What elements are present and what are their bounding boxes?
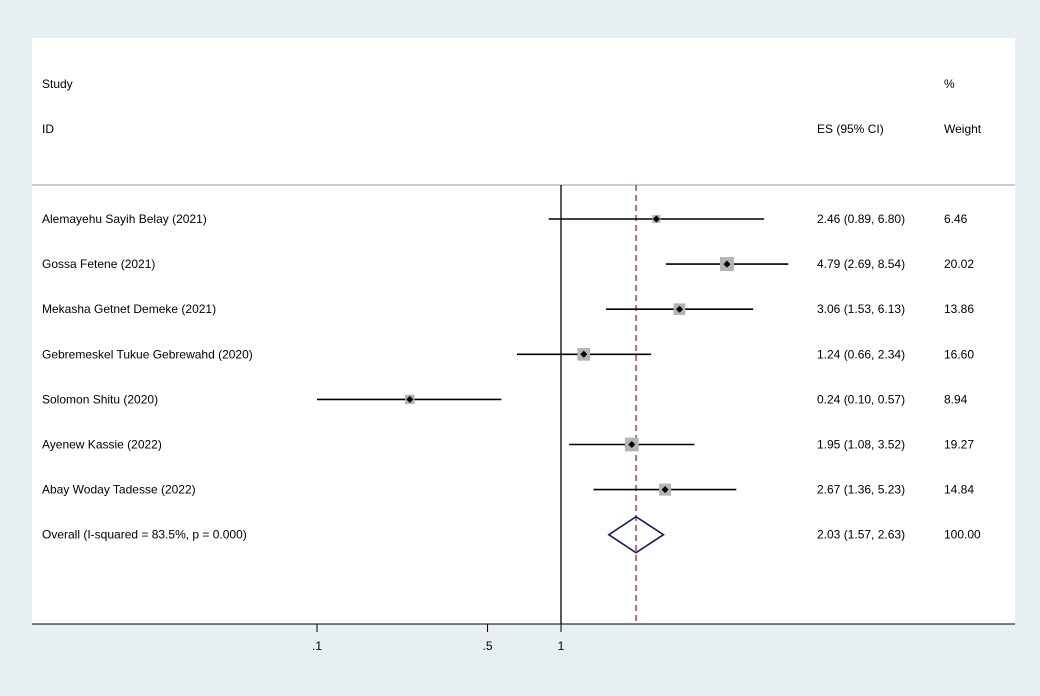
- weight-value: 19.27: [944, 438, 974, 452]
- weight-value: 14.84: [944, 483, 974, 497]
- es-value: 1.95 (1.08, 3.52): [817, 438, 905, 452]
- es-value: 1.24 (0.66, 2.34): [817, 347, 905, 361]
- study-label: Mekasha Getnet Demeke (2021): [42, 302, 216, 316]
- point-estimate: [676, 305, 684, 313]
- study-label: Ayenew Kassie (2022): [42, 438, 162, 452]
- study-label: Solomon Shitu (2020): [42, 392, 158, 406]
- es-value: 0.24 (0.10, 0.57): [817, 392, 905, 406]
- x-tick-label: 1: [558, 639, 565, 653]
- weight-value: 6.46: [944, 212, 968, 226]
- study-label: Abay Woday Tadesse (2022): [42, 483, 196, 497]
- overall-label: Overall (I-squared = 83.5%, p = 0.000): [42, 528, 247, 542]
- point-estimate: [580, 350, 588, 358]
- id-header: ID: [42, 122, 54, 136]
- overall-es-value: 2.03 (1.57, 2.63): [817, 528, 905, 542]
- weight-value: 13.86: [944, 302, 974, 316]
- study-label: Gossa Fetene (2021): [42, 257, 155, 271]
- plot-panel: [32, 38, 1015, 624]
- point-estimate: [661, 486, 669, 494]
- weight-header-percent: %: [944, 77, 955, 91]
- x-tick-label: .1: [312, 639, 322, 653]
- weight-value: 20.02: [944, 257, 974, 271]
- x-tick-label: .5: [483, 639, 493, 653]
- study-label: Gebremeskel Tukue Gebrewahd (2020): [42, 347, 253, 361]
- es-value: 2.67 (1.36, 5.23): [817, 483, 905, 497]
- weight-value: 16.60: [944, 347, 974, 361]
- weight-header: Weight: [944, 122, 982, 136]
- overall-weight-value: 100.00: [944, 528, 981, 542]
- es-value: 4.79 (2.69, 8.54): [817, 257, 905, 271]
- study-header: Study: [42, 77, 73, 91]
- es-header: ES (95% CI): [817, 122, 884, 136]
- point-estimate: [628, 441, 636, 448]
- es-value: 3.06 (1.53, 6.13): [817, 302, 905, 316]
- es-value: 2.46 (0.89, 6.80): [817, 212, 905, 226]
- weight-value: 8.94: [944, 392, 968, 406]
- point-estimate: [723, 260, 731, 268]
- overall-diamond: [607, 515, 665, 554]
- point-estimate: [406, 395, 414, 403]
- study-label: Alemayehu Sayih Belay (2021): [42, 212, 207, 226]
- point-estimate: [652, 215, 660, 223]
